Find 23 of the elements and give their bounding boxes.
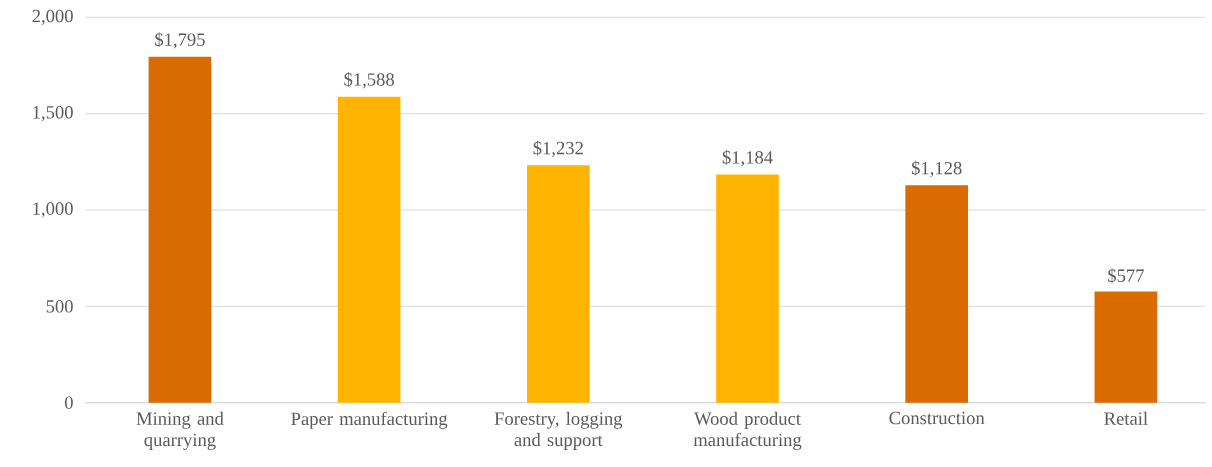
x-tick-label: Mining and quarrying <box>136 411 224 451</box>
x-tick-label: Construction <box>889 411 985 425</box>
y-tick-label: 2,000 <box>32 9 73 26</box>
bar <box>526 165 590 403</box>
data-label: $1,128 <box>911 160 962 178</box>
bar <box>716 174 779 403</box>
y-tick-label: 0 <box>64 396 73 410</box>
data-label: $1,588 <box>344 72 394 89</box>
y-tick-label: 500 <box>46 300 73 313</box>
data-label: $1,184 <box>722 150 773 167</box>
bar <box>1094 291 1158 403</box>
data-label: $1,232 <box>533 140 583 158</box>
y-tick-label: 1,500 <box>33 106 73 122</box>
x-tick-label: Retail <box>1104 411 1148 426</box>
bar <box>337 96 401 403</box>
bar <box>148 57 212 403</box>
x-tick-label: Forestry, logging and support <box>494 411 623 451</box>
data-label: $577 <box>1108 268 1144 284</box>
bar <box>905 185 969 403</box>
data-label: $1,795 <box>155 32 205 49</box>
x-tick-label: Paper manufacturing <box>291 411 448 430</box>
x-tick-label: Wood product manufacturing <box>693 411 802 451</box>
y-tick-label: 1,000 <box>33 202 73 218</box>
